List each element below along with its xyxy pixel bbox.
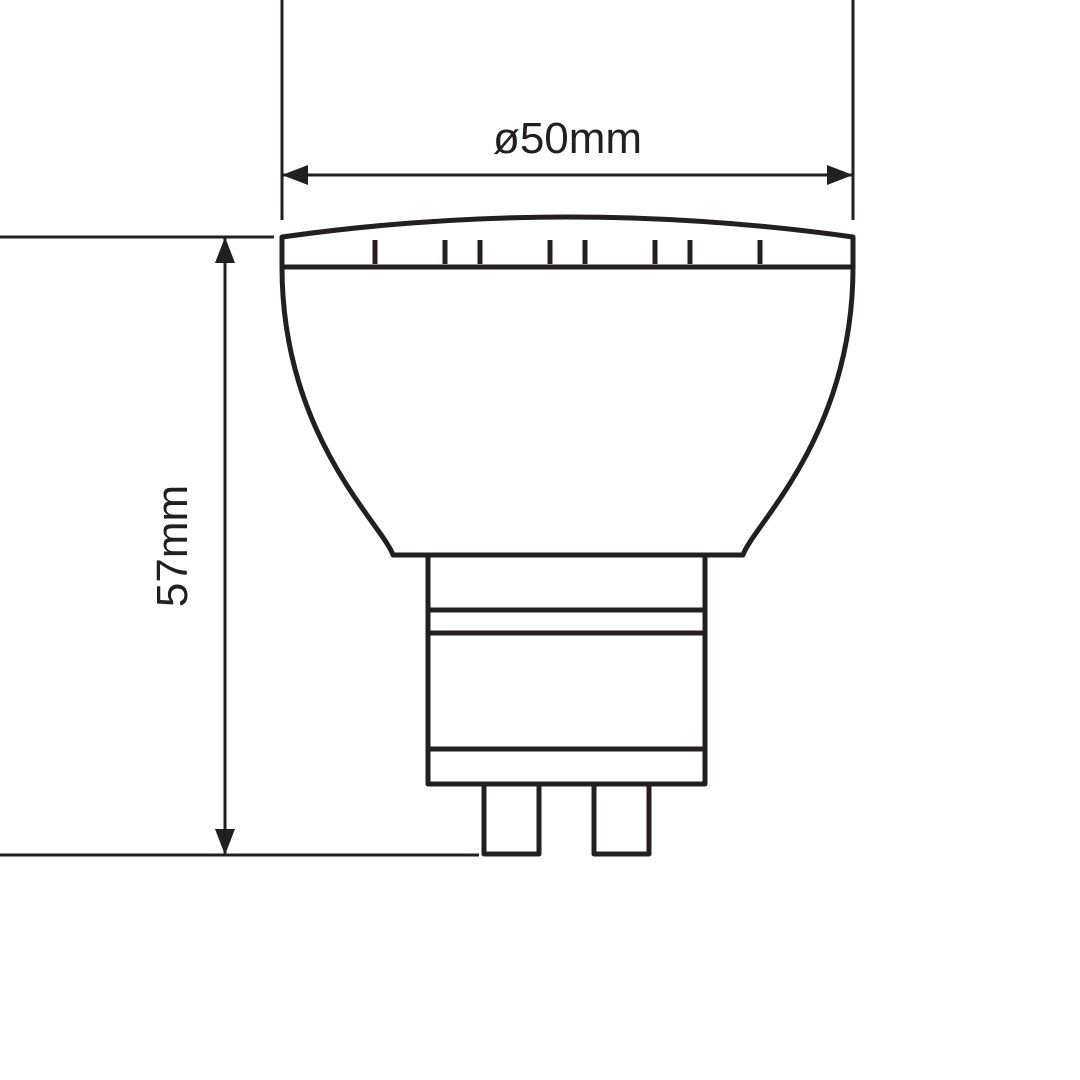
diameter-label: ø50mm [493,114,642,163]
height-label: 57mm [148,485,197,607]
bulb-dimension-diagram: ø50mm 57mm [0,0,1080,1080]
